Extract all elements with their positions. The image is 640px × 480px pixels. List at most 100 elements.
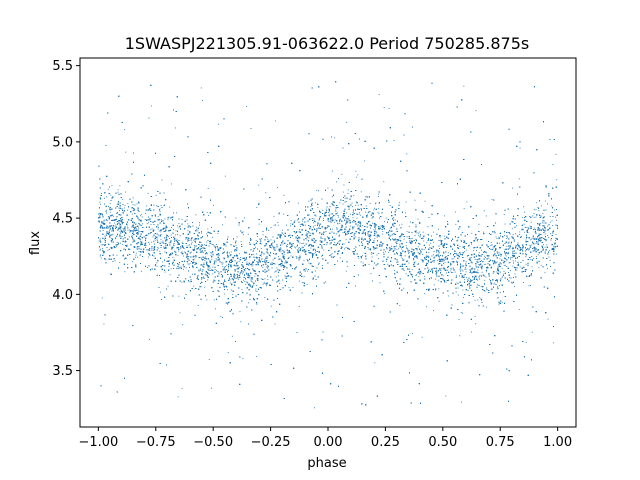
data-point [353, 226, 355, 228]
data-point [201, 231, 202, 232]
data-point [322, 233, 324, 234]
data-point [518, 178, 520, 180]
data-point [517, 208, 519, 210]
data-point [549, 250, 551, 252]
data-point [443, 263, 444, 264]
data-point [463, 240, 465, 242]
data-point [164, 218, 166, 220]
data-point [511, 281, 512, 283]
data-point [414, 199, 416, 201]
data-point [416, 232, 418, 234]
data-point [450, 264, 452, 266]
data-point [158, 234, 159, 236]
data-point [505, 238, 507, 239]
data-point [193, 285, 195, 287]
data-point [503, 270, 505, 272]
data-point [125, 151, 127, 153]
data-point [244, 257, 246, 259]
data-point [548, 236, 550, 238]
data-point [334, 137, 336, 139]
data-point [148, 242, 150, 243]
data-point [403, 238, 405, 240]
data-point [111, 185, 113, 187]
data-point [186, 253, 187, 255]
data-point [383, 251, 385, 253]
data-point [556, 219, 557, 221]
data-point [433, 254, 434, 256]
data-point [503, 264, 505, 266]
data-point [408, 225, 410, 227]
data-point [530, 221, 532, 223]
data-point [178, 295, 180, 297]
data-point [282, 250, 284, 251]
data-point [170, 183, 172, 185]
data-point [378, 236, 380, 238]
data-point [246, 273, 247, 275]
data-point [298, 231, 300, 233]
data-point [310, 206, 312, 207]
data-point [238, 260, 240, 262]
data-point [358, 227, 360, 229]
data-point [354, 232, 355, 234]
data-point [506, 260, 508, 262]
data-point [298, 306, 300, 307]
data-point [109, 255, 111, 257]
data-point [109, 229, 111, 231]
data-point [362, 232, 364, 234]
data-point [211, 243, 213, 245]
data-point [535, 209, 537, 211]
data-point [266, 249, 268, 251]
data-point [218, 272, 220, 274]
data-point [109, 226, 111, 228]
data-point [200, 286, 202, 288]
data-point [471, 331, 472, 333]
data-point [260, 255, 262, 257]
data-point [131, 234, 133, 236]
data-point [503, 260, 505, 262]
data-point [242, 357, 244, 359]
data-point [444, 268, 445, 269]
data-point [155, 194, 157, 196]
data-point [496, 261, 498, 263]
data-point [202, 250, 203, 252]
data-point [551, 235, 553, 236]
data-point [291, 248, 292, 249]
data-point [100, 257, 102, 259]
data-point [162, 261, 163, 263]
data-point [174, 251, 176, 253]
data-point [169, 238, 170, 239]
data-point [358, 213, 360, 215]
data-point [280, 248, 282, 250]
data-point [378, 193, 379, 195]
data-point [481, 275, 482, 277]
data-point [280, 251, 282, 253]
data-point [422, 254, 424, 255]
data-point [516, 269, 518, 271]
data-point [103, 323, 105, 325]
data-point [297, 202, 299, 204]
data-point [298, 248, 300, 250]
data-point [132, 207, 134, 209]
data-point [169, 274, 171, 276]
data-point [111, 197, 113, 199]
data-point [543, 216, 545, 217]
data-point [370, 252, 372, 253]
data-point [503, 214, 505, 215]
data-point [191, 237, 193, 239]
data-point [156, 205, 158, 207]
data-point [381, 246, 383, 248]
data-point [331, 219, 333, 221]
data-point [151, 105, 152, 107]
data-point [180, 246, 182, 247]
data-point [396, 228, 397, 230]
data-point [408, 257, 410, 259]
data-point [104, 235, 106, 237]
data-point [440, 242, 442, 243]
data-point [121, 223, 123, 225]
data-point [331, 216, 333, 218]
data-point [444, 256, 446, 258]
data-point [119, 231, 121, 232]
data-point [554, 245, 556, 247]
data-point [457, 264, 459, 266]
data-point [330, 219, 331, 221]
